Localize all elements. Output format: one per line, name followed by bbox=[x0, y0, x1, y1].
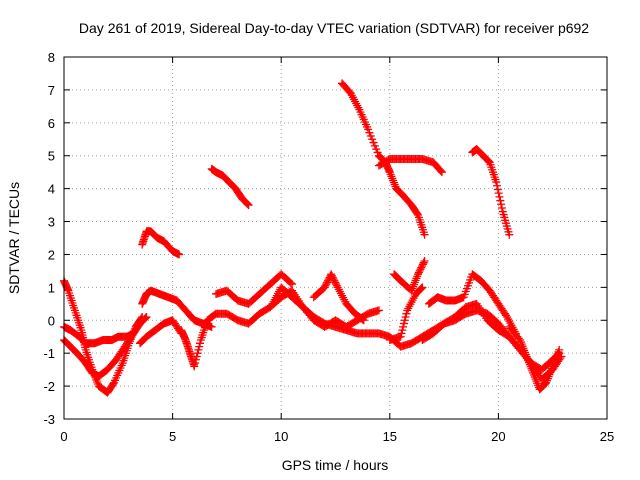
series-track-21 bbox=[505, 322, 564, 394]
data-point bbox=[418, 283, 427, 292]
data-point bbox=[140, 314, 149, 323]
y-tick-label: 0 bbox=[48, 313, 55, 328]
data-point bbox=[374, 306, 383, 315]
series-track-14 bbox=[374, 155, 446, 177]
data-point bbox=[109, 380, 118, 389]
y-axis-label: SDTVAR / TECUs bbox=[6, 182, 22, 294]
axis-ticks: 0 5 10 15 20 25 -3 -2 -1 0 1 2 3 4 5 6 7 8 bbox=[43, 50, 614, 444]
y-tick-label: -3 bbox=[43, 412, 55, 427]
data-point bbox=[207, 322, 216, 331]
data-point bbox=[484, 156, 493, 165]
data-point bbox=[505, 230, 514, 239]
data-point bbox=[493, 181, 502, 190]
x-tick-label: 10 bbox=[274, 429, 288, 444]
series-track-12 bbox=[309, 270, 368, 325]
grid-lines bbox=[64, 57, 607, 419]
data-point bbox=[359, 316, 368, 325]
series-track-16 bbox=[390, 257, 429, 295]
data-point bbox=[497, 203, 506, 212]
series-track-8 bbox=[207, 164, 253, 210]
chart-title: Day 261 of 2019, Sidereal Day-to-day VTE… bbox=[79, 20, 589, 36]
data-point bbox=[436, 166, 445, 175]
series-track-4 bbox=[138, 227, 184, 259]
data-point bbox=[497, 200, 506, 209]
data-point bbox=[493, 185, 502, 194]
series-track-7 bbox=[177, 286, 297, 371]
series-track-13 bbox=[338, 79, 383, 160]
data-point bbox=[416, 285, 425, 294]
x-tick-label: 5 bbox=[169, 429, 176, 444]
data-point bbox=[494, 189, 503, 198]
series-track-3 bbox=[60, 322, 138, 348]
data-point bbox=[175, 250, 184, 259]
data-point bbox=[142, 312, 151, 321]
x-tick-label: 20 bbox=[491, 429, 505, 444]
data-point bbox=[242, 199, 251, 208]
data-point bbox=[413, 209, 422, 218]
series-track-20 bbox=[468, 145, 514, 239]
data-point bbox=[437, 168, 446, 177]
series-track-17 bbox=[385, 283, 427, 345]
data-point bbox=[419, 258, 428, 267]
y-tick-label: 1 bbox=[48, 280, 55, 295]
series-track-2 bbox=[60, 312, 151, 381]
x-tick-label: 15 bbox=[383, 429, 397, 444]
y-tick-label: -2 bbox=[43, 379, 55, 394]
plot-frame bbox=[63, 56, 608, 420]
data-point bbox=[358, 315, 367, 324]
data-point bbox=[332, 281, 341, 290]
y-tick-label: 6 bbox=[48, 116, 55, 131]
data-point bbox=[286, 278, 295, 287]
series-track-11 bbox=[288, 286, 383, 331]
data-point bbox=[243, 200, 252, 209]
data-point bbox=[492, 178, 501, 187]
series-track-15 bbox=[374, 151, 429, 239]
data-point bbox=[141, 313, 150, 322]
data-point bbox=[420, 257, 429, 266]
series-track-9 bbox=[212, 270, 297, 308]
y-tick-label: 2 bbox=[48, 247, 55, 262]
x-tick-label: 0 bbox=[60, 429, 67, 444]
y-tick-label: 8 bbox=[48, 50, 55, 65]
series-track-19 bbox=[424, 270, 520, 338]
data-point bbox=[244, 201, 253, 210]
y-tick-label: -1 bbox=[43, 346, 55, 361]
data-point bbox=[420, 230, 429, 239]
data-point bbox=[129, 329, 138, 338]
data-point bbox=[495, 192, 504, 201]
y-tick-label: 5 bbox=[48, 149, 55, 164]
y-tick-label: 3 bbox=[48, 215, 55, 230]
data-point bbox=[555, 345, 564, 354]
x-tick-label: 25 bbox=[600, 429, 614, 444]
data-points bbox=[60, 79, 566, 397]
x-axis-label: GPS time / hours bbox=[282, 457, 389, 473]
data-point bbox=[496, 196, 505, 205]
data-point bbox=[417, 284, 426, 293]
y-tick-label: 7 bbox=[48, 83, 55, 98]
y-tick-label: 4 bbox=[48, 182, 55, 197]
